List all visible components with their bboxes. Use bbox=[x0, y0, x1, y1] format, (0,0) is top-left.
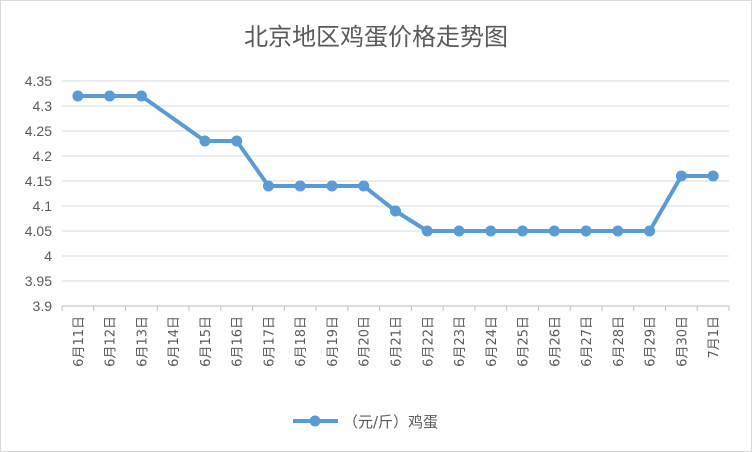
x-tick-label: 6月22日 bbox=[421, 316, 436, 367]
y-tick-label: 3.95 bbox=[25, 273, 52, 289]
y-tick-label: 4.3 bbox=[33, 98, 53, 114]
y-tick-label: 3.9 bbox=[33, 298, 53, 314]
y-tick-label: 4.2 bbox=[33, 148, 53, 164]
y-axis-ticks: 4.35 4.3 4.25 4.2 4.15 4.1 4.05 4 3.95 3.9 bbox=[25, 73, 52, 314]
y-tick-label: 4.1 bbox=[33, 198, 53, 214]
data-point bbox=[421, 225, 433, 237]
x-tick-label: 6月26日 bbox=[548, 316, 563, 367]
data-point bbox=[707, 170, 719, 182]
x-tick-label: 6月23日 bbox=[453, 316, 468, 367]
x-tick-label: 6月29日 bbox=[644, 316, 659, 367]
legend-label: （元/斤）鸡蛋 bbox=[343, 413, 438, 431]
series-layer bbox=[72, 90, 719, 237]
legend-dot-marker bbox=[309, 415, 321, 427]
x-tick-label: 6月12日 bbox=[104, 316, 119, 367]
y-tick-label: 4.05 bbox=[25, 223, 52, 239]
x-tick-label: 6月18日 bbox=[294, 316, 309, 367]
data-point bbox=[326, 180, 338, 192]
data-point bbox=[644, 225, 656, 237]
x-tick-label: 6月16日 bbox=[231, 316, 246, 367]
y-tick-label: 4 bbox=[44, 248, 52, 264]
x-axis-ticks: 6月11日 6月12日 6月13日 6月14日 6月15日 6月16日 6月17日 6月18日… bbox=[61, 306, 730, 367]
data-point bbox=[485, 225, 497, 237]
x-tick-label: 6月28日 bbox=[612, 316, 627, 367]
data-point bbox=[580, 225, 592, 237]
x-tick-label: 6月14日 bbox=[167, 316, 182, 367]
data-point bbox=[199, 135, 211, 147]
legend: （元/斤）鸡蛋 bbox=[293, 413, 438, 431]
data-point bbox=[104, 90, 116, 102]
data-point bbox=[517, 225, 529, 237]
data-point bbox=[262, 180, 274, 192]
x-tick-label: 6月24日 bbox=[485, 316, 500, 367]
data-point bbox=[135, 90, 147, 102]
data-point bbox=[390, 205, 401, 217]
data-point bbox=[675, 170, 687, 182]
data-point bbox=[358, 180, 370, 192]
x-tick-label: 6月11日 bbox=[72, 316, 87, 367]
x-tick-label: 6月17日 bbox=[262, 316, 277, 367]
x-tick-label: 7月1日 bbox=[707, 316, 722, 359]
data-point bbox=[453, 225, 465, 237]
data-point bbox=[612, 225, 624, 237]
x-tick-label: 6月15日 bbox=[199, 316, 214, 367]
x-tick-label: 6月27日 bbox=[580, 316, 595, 367]
x-tick-label: 6月21日 bbox=[390, 316, 405, 367]
x-tick-label: 6月19日 bbox=[326, 316, 341, 367]
y-tick-label: 4.15 bbox=[25, 173, 52, 189]
data-point bbox=[72, 90, 84, 102]
data-point bbox=[294, 180, 306, 192]
x-tick-label: 6月13日 bbox=[135, 316, 150, 367]
y-tick-label: 4.35 bbox=[25, 73, 52, 89]
data-point bbox=[548, 225, 560, 237]
x-tick-label: 6月25日 bbox=[517, 316, 532, 367]
chart-title: 北京地区鸡蛋价格走势图 bbox=[244, 23, 508, 51]
y-tick-label: 4.25 bbox=[25, 123, 52, 139]
x-tick-label: 6月30日 bbox=[675, 316, 690, 367]
data-point bbox=[231, 135, 243, 147]
grid bbox=[62, 80, 729, 307]
x-tick-label: 6月20日 bbox=[358, 316, 373, 367]
